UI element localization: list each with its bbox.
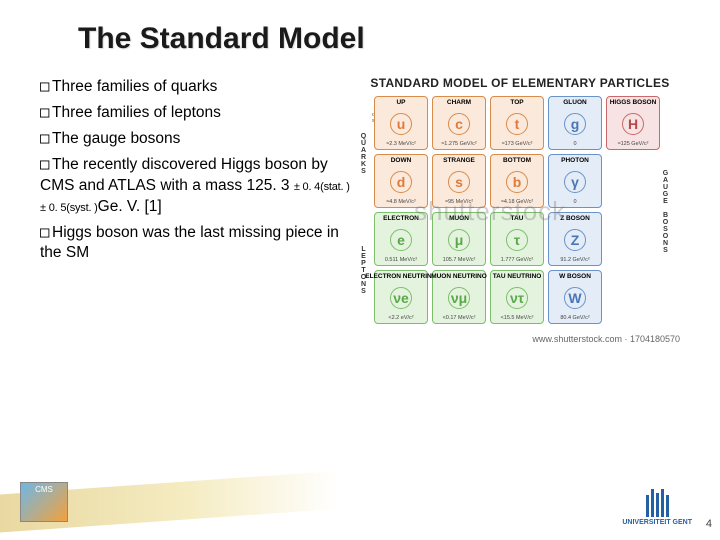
particle-mass: ≈4.8 MeV/c²	[386, 199, 416, 205]
particle-symbol: s	[448, 171, 470, 193]
particle-mass: ≈1.275 GeV/c²	[441, 141, 476, 147]
particle-mass: ≈125 GeV/c²	[618, 141, 649, 147]
bullet-1: □Three families of quarks	[40, 76, 352, 98]
particle-name: ELECTRON NEUTRINO	[365, 273, 437, 280]
particle-mass: <15.5 MeV/c²	[501, 315, 534, 321]
particle-cell: ELECTRON e 0.511 MeV/c²	[374, 212, 428, 266]
particle-name: HIGGS BOSON	[610, 99, 657, 106]
page-number: 4	[706, 518, 712, 530]
particle-name: TOP	[510, 99, 523, 106]
ugent-text: UNIVERSITEIT GENT	[622, 519, 692, 526]
particle-symbol: τ	[506, 229, 528, 251]
particle-mass: 1.777 GeV/c²	[501, 257, 533, 263]
particle-mass: ≈2.3 MeV/c²	[386, 141, 416, 147]
particle-name: TAU NEUTRINO	[493, 273, 542, 280]
particle-name: UP	[396, 99, 405, 106]
particle-name: GLUON	[563, 99, 586, 106]
particle-cell: MUON μ 105.7 MeV/c²	[432, 212, 486, 266]
main-content: □Three families of quarks □Three familie…	[40, 72, 680, 344]
particle-symbol: W	[564, 287, 586, 309]
particle-cell: TAU τ 1.777 GeV/c²	[490, 212, 544, 266]
particle-cell: STRANGE s ≈95 MeV/c²	[432, 154, 486, 208]
particle-symbol: ντ	[506, 287, 528, 309]
cms-logo: CMS	[20, 482, 68, 522]
figure-title: STANDARD MODEL OF ELEMENTARY PARTICLES	[360, 76, 680, 90]
particle-grid: UP u ≈2.3 MeV/c² CHARM c ≈1.275 GeV/c² TOP t ≈17…	[374, 96, 660, 324]
particle-symbol: g	[564, 113, 586, 135]
particle-mass: <0.17 MeV/c²	[443, 315, 476, 321]
particle-symbol: νμ	[448, 287, 470, 309]
particle-cell: PHOTON γ 0	[548, 154, 602, 208]
particle-mass: ≈173 GeV/c²	[502, 141, 533, 147]
particle-name: ELECTRON	[383, 215, 419, 222]
particle-mass: 80.4 GeV/c²	[560, 315, 589, 321]
left-axis-labels: QUARKS LEPTONS	[360, 96, 374, 328]
particle-symbol: νe	[390, 287, 412, 309]
particle-symbol: e	[390, 229, 412, 251]
particle-mass: 0	[573, 199, 576, 205]
particle-symbol: t	[506, 113, 528, 135]
particle-name: BOTTOM	[503, 157, 531, 164]
particle-symbol: μ	[448, 229, 470, 251]
particle-figure: STANDARD MODEL OF ELEMENTARY PARTICLES Q…	[360, 72, 680, 344]
particle-name: CHARM	[447, 99, 471, 106]
figure-caption: www.shutterstock.com · 1704180570	[360, 334, 680, 344]
particle-cell: BOTTOM b ≈4.18 GeV/c²	[490, 154, 544, 208]
particle-cell: TAU NEUTRINO ντ <15.5 MeV/c²	[490, 270, 544, 324]
particle-mass: 91.2 GeV/c²	[560, 257, 589, 263]
ugent-logo: UNIVERSITEIT GENT	[622, 487, 692, 526]
particle-cell: W BOSON W 80.4 GeV/c²	[548, 270, 602, 324]
particle-symbol: γ	[564, 171, 586, 193]
particle-mass: <2.2 eV/c²	[388, 315, 413, 321]
particle-name: DOWN	[391, 157, 412, 164]
particle-mass: 0.511 MeV/c²	[385, 257, 417, 263]
particle-name: Z BOSON	[560, 215, 590, 222]
bullet-3: □The gauge bosons	[40, 128, 352, 150]
particle-name: MUON NEUTRINO	[431, 273, 487, 280]
particle-cell: Z BOSON Z 91.2 GeV/c²	[548, 212, 602, 266]
particle-cell: UP u ≈2.3 MeV/c²	[374, 96, 428, 150]
page-title: The Standard Model	[78, 22, 365, 56]
particle-name: STRANGE	[443, 157, 475, 164]
particle-cell: MUON NEUTRINO νμ <0.17 MeV/c²	[432, 270, 486, 324]
particle-symbol: d	[390, 171, 412, 193]
particle-name: W BOSON	[559, 273, 591, 280]
particle-mass: 105.7 MeV/c²	[443, 257, 476, 263]
bullet-5: □Higgs boson was the last missing piece …	[40, 222, 352, 265]
ugent-icon	[640, 487, 674, 517]
particle-cell: GLUON g 0	[548, 96, 602, 150]
bullet-list: □Three families of quarks □Three familie…	[40, 72, 360, 344]
right-axis-labels: GAUGE BOSONS	[662, 96, 676, 328]
particle-mass: ≈4.18 GeV/c²	[501, 199, 533, 205]
particle-cell: DOWN d ≈4.8 MeV/c²	[374, 154, 428, 208]
particle-name: PHOTON	[561, 157, 589, 164]
bullet-4: □The recently discovered Higgs boson by …	[40, 154, 352, 218]
particle-symbol: u	[390, 113, 412, 135]
particle-symbol: b	[506, 171, 528, 193]
particle-mass: 0	[573, 141, 576, 147]
particle-cell: CHARM c ≈1.275 GeV/c²	[432, 96, 486, 150]
particle-cell: HIGGS BOSON H ≈125 GeV/c²	[606, 96, 660, 150]
particle-cell: ELECTRON NEUTRINOνe<2.2 eV/c²	[374, 270, 428, 324]
particle-name: TAU	[511, 215, 524, 222]
particle-mass: ≈95 MeV/c²	[445, 199, 473, 205]
particle-symbol: c	[448, 113, 470, 135]
particle-symbol: H	[622, 113, 644, 135]
bullet-2: □Three families of leptons	[40, 102, 352, 124]
particle-symbol: Z	[564, 229, 586, 251]
particle-cell: TOP t ≈173 GeV/c²	[490, 96, 544, 150]
particle-name: MUON	[449, 215, 469, 222]
